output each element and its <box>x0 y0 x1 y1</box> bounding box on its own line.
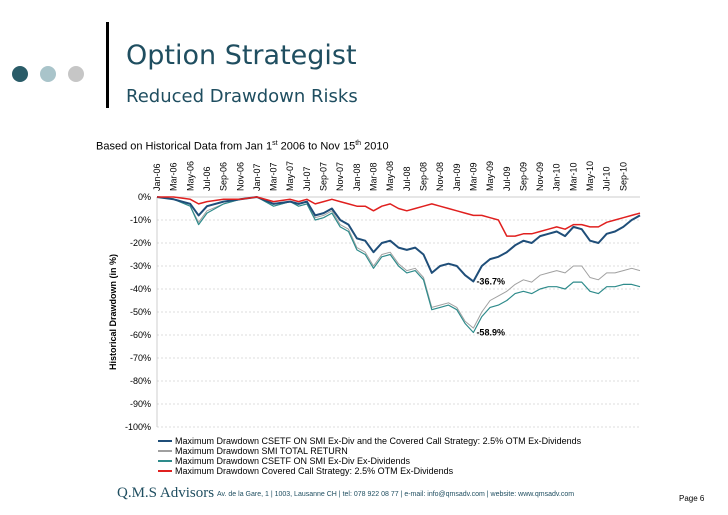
data-label: -58.9% <box>476 327 505 337</box>
x-tick-label: Sep-09 <box>518 162 528 191</box>
y-tick-label: -100% <box>125 422 151 432</box>
x-tick-label: Nov-06 <box>235 162 245 191</box>
x-tick-label: Mar-10 <box>568 162 578 191</box>
basis-suffix: 2010 <box>361 140 389 153</box>
series-line <box>156 196 641 334</box>
x-tick-label: Jan-06 <box>152 163 162 191</box>
x-tick-label: Jul-07 <box>302 166 312 191</box>
legend-swatch <box>158 450 172 452</box>
y-tick-label: -30% <box>130 261 151 271</box>
y-axis-title: Historical Drawdown (in %) <box>108 254 118 370</box>
legend-swatch <box>158 440 172 442</box>
x-tick-label: Sep-07 <box>319 162 329 191</box>
y-tick-label: -90% <box>130 399 151 409</box>
series-line <box>157 196 641 237</box>
x-tick-label: Sep-10 <box>618 162 628 191</box>
chart-legend: Maximum Drawdown CSETF ON SMI Ex-Div and… <box>158 436 581 476</box>
x-tick-label: Nov-07 <box>335 162 345 191</box>
dot-grey <box>68 66 84 82</box>
legend-item: Maximum Drawdown SMI TOTAL RETURN <box>158 446 581 456</box>
x-tick-label: Jul-06 <box>202 166 212 191</box>
footer-brand: Q.M.S Advisors <box>117 485 215 501</box>
basis-sup-1: st <box>272 140 278 147</box>
x-tick-label: May-10 <box>585 161 595 191</box>
basis-sup-2: th <box>355 140 362 147</box>
x-tick-label: May-07 <box>285 161 295 191</box>
legend-label: Maximum Drawdown Covered Call Strategy: … <box>175 466 454 476</box>
x-tick-label: Jan-09 <box>452 163 462 191</box>
data-label: -36.7% <box>476 276 505 286</box>
x-tick-label: Mar-08 <box>369 162 379 191</box>
y-tick-label: -10% <box>130 215 151 225</box>
page-title: Option Strategist <box>126 40 357 71</box>
x-tick-label: Jan-10 <box>552 163 562 191</box>
x-tick-label: May-06 <box>185 161 195 191</box>
page-number: Page 6 <box>679 494 705 503</box>
x-tick-label: Jul-09 <box>502 166 512 191</box>
chart-basis-note: Based on Historical Data from Jan 1st 20… <box>96 140 389 153</box>
series-line <box>156 196 641 329</box>
y-tick-label: -80% <box>130 376 151 386</box>
title-divider <box>106 22 109 108</box>
legend-swatch <box>158 470 172 472</box>
x-tick-label: May-08 <box>385 161 395 191</box>
legend-label: Maximum Drawdown CSETF ON SMI Ex-Div Ex-… <box>175 456 411 466</box>
legend-label: Maximum Drawdown SMI TOTAL RETURN <box>175 446 348 456</box>
page-subtitle: Reduced Drawdown Risks <box>126 86 358 107</box>
x-tick-label: Nov-09 <box>535 162 545 191</box>
x-tick-label: May-09 <box>485 161 495 191</box>
footer-contact: Av. de la Gare, 1 | 1003, Lausanne CH | … <box>217 491 575 498</box>
y-tick-label: -60% <box>130 330 151 340</box>
y-tick-label: -50% <box>130 307 151 317</box>
y-tick-label: -40% <box>130 284 151 294</box>
y-tick-label: -70% <box>130 353 151 363</box>
x-tick-label: Mar-06 <box>169 162 179 191</box>
series-line <box>156 196 641 283</box>
y-tick-label: 0% <box>138 192 151 202</box>
dot-light <box>40 66 56 82</box>
x-tick-label: Mar-09 <box>468 162 478 191</box>
x-tick-label: Mar-07 <box>269 162 279 191</box>
legend-label: Maximum Drawdown CSETF ON SMI Ex-Div and… <box>175 436 582 446</box>
x-tick-label: Jan-08 <box>352 163 362 191</box>
legend-item: Maximum Drawdown CSETF ON SMI Ex-Div Ex-… <box>158 456 581 466</box>
y-tick-label: -20% <box>130 238 151 248</box>
x-tick-label: Jul-08 <box>402 166 412 191</box>
dot-dark <box>12 66 28 82</box>
x-tick-label: Jul-10 <box>602 166 612 191</box>
x-tick-label: Sep-08 <box>418 162 428 191</box>
legend-item: Maximum Drawdown Covered Call Strategy: … <box>158 466 581 476</box>
legend-item: Maximum Drawdown CSETF ON SMI Ex-Div and… <box>158 436 581 446</box>
x-tick-label: Nov-08 <box>435 162 445 191</box>
basis-prefix: Based on Historical Data from Jan 1 <box>96 140 273 153</box>
basis-mid: 2006 to Nov 15 <box>277 140 356 153</box>
x-tick-label: Jan-07 <box>252 163 262 191</box>
legend-swatch <box>158 460 172 462</box>
x-tick-label: Sep-06 <box>219 162 229 191</box>
